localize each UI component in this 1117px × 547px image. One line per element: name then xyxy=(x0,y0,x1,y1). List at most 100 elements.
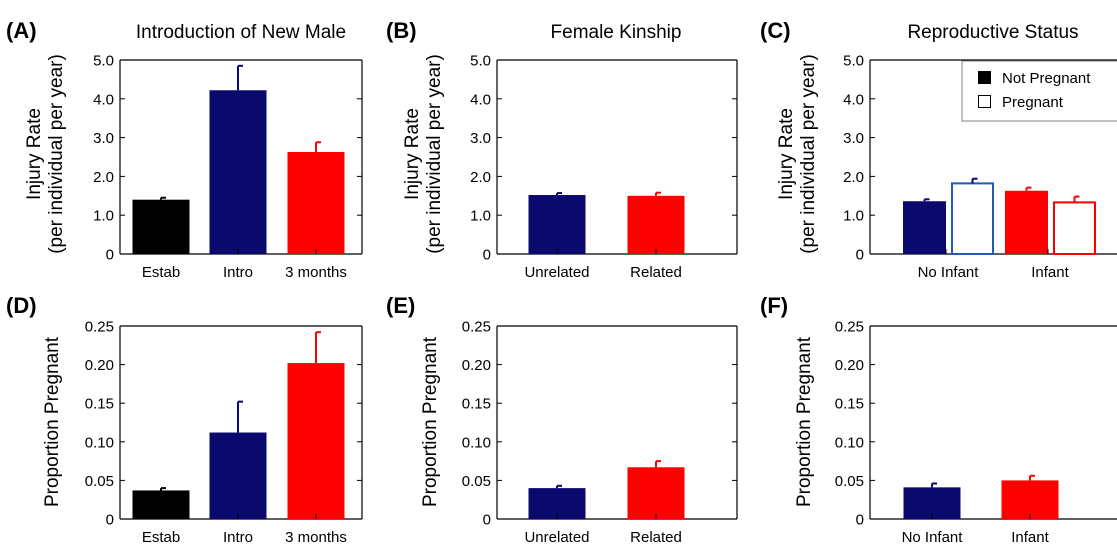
panel-c-title: Reproductive Status xyxy=(907,22,1078,43)
panel-d-ytick-label: 0.05 xyxy=(85,473,114,490)
panel-e-ytick-label: 0 xyxy=(483,512,491,529)
panel-d-ytick-label: 0.10 xyxy=(85,434,114,451)
legend-label-not-pregnant: Not Pregnant xyxy=(1002,70,1091,87)
legend-label-pregnant: Pregnant xyxy=(1002,94,1064,111)
panel-e-bar xyxy=(627,467,685,519)
panel-b-ytick-label: 0 xyxy=(483,247,491,264)
panel-c-bar xyxy=(1053,201,1096,255)
panel-e-ytick-label: 0.15 xyxy=(462,396,491,413)
panel-e-bar xyxy=(528,488,586,519)
legend: Not Pregnant Pregnant xyxy=(961,60,1117,122)
panel-b-ytick-label: 5.0 xyxy=(470,53,491,70)
panel-d-bar xyxy=(209,432,267,519)
panel-e-xtick-label: Related xyxy=(630,529,682,546)
panel-b-plot: 0 1.0 2.0 3.0 4.0 5.0 Unrelated Related xyxy=(470,53,738,281)
panel-letter-b: (B) xyxy=(386,18,417,43)
panel-f-ytick-label: 0.10 xyxy=(835,434,864,451)
panel-f-ytick-label: 0.05 xyxy=(835,473,864,490)
panel-d-ytick-label: 0.25 xyxy=(85,319,114,336)
panel-a: (A) Introduction of New Male Injury Rate… xyxy=(6,18,363,281)
panel-c-xtick-label: Infant xyxy=(1031,264,1069,281)
panel-a-plot: 0 1.0 2.0 3.0 4.0 5.0 Estab Intro 3 months xyxy=(93,53,363,281)
panel-b-xtick-label: Unrelated xyxy=(524,264,589,281)
panel-c-ytick-label: 1.0 xyxy=(843,208,864,225)
panel-f-ytick-label: 0 xyxy=(856,512,864,529)
panel-d-bar xyxy=(287,363,345,519)
panel-f-ytick-label: 0.25 xyxy=(835,319,864,336)
panel-f: (F) Proportion Pregnant 0 0.05 0.10 0.15 0.2… xyxy=(760,293,1117,546)
panel-c-bar xyxy=(1005,190,1048,254)
panel-c-ytick-label: 3.0 xyxy=(843,130,864,147)
panel-a-xtick-label: 3 months xyxy=(285,264,347,281)
panel-d-xtick-label: 3 months xyxy=(285,529,347,546)
panel-b-bar xyxy=(627,195,685,254)
panel-letter-e: (E) xyxy=(386,293,415,318)
panel-b-title: Female Kinship xyxy=(551,22,682,43)
panel-a-ytick-label: 0 xyxy=(106,247,114,264)
panel-f-xtick-label: Infant xyxy=(1011,529,1049,546)
panel-a-title: Introduction of New Male xyxy=(136,22,346,43)
panel-f-xtick-label: No Infant xyxy=(902,529,964,546)
panel-a-bar xyxy=(132,199,190,254)
panel-a-bar xyxy=(287,151,345,254)
panel-f-ylabel: Proportion Pregnant xyxy=(794,336,815,507)
panel-b-ylabel-line2: (per individual per year) xyxy=(424,54,445,254)
panel-e-ytick-label: 0.20 xyxy=(462,357,491,374)
panel-c-ylabel-line2: (per individual per year) xyxy=(798,54,819,254)
panel-f-ytick-label: 0.15 xyxy=(835,396,864,413)
panel-d: (D) Proportion Pregnant 0 0.05 0.10 0.15 0.2… xyxy=(6,293,363,546)
panel-e-ylabel: Proportion Pregnant xyxy=(420,336,441,507)
panel-d-xtick-label: Intro xyxy=(223,529,253,546)
panel-b-ytick-label: 4.0 xyxy=(470,91,491,108)
panel-letter-f: (F) xyxy=(760,293,788,318)
panel-a-ytick-label: 3.0 xyxy=(93,130,114,147)
panel-c-ytick-label: 2.0 xyxy=(843,169,864,186)
panel-a-xtick-label: Estab xyxy=(142,264,180,281)
panel-d-ylabel: Proportion Pregnant xyxy=(42,336,63,507)
panel-b-ytick-label: 1.0 xyxy=(470,208,491,225)
panel-c-plot: 0 1.0 2.0 3.0 4.0 5.0 No Infant Infant xyxy=(843,53,1117,281)
panel-letter-a: (A) xyxy=(6,18,37,43)
panel-c-bar xyxy=(951,182,994,255)
panel-a-ytick-label: 1.0 xyxy=(93,208,114,225)
panel-e-ytick-label: 0.25 xyxy=(462,319,491,336)
panel-b-xtick-label: Related xyxy=(630,264,682,281)
panel-d-ytick-label: 0 xyxy=(106,512,114,529)
panel-b-bar xyxy=(528,195,586,254)
panel-e-ytick-label: 0.10 xyxy=(462,434,491,451)
panel-c-xtick-label: No Infant xyxy=(918,264,980,281)
panel-b-ytick-label: 2.0 xyxy=(470,169,491,186)
panel-a-ylabel-line2: (per individual per year) xyxy=(46,54,67,254)
panel-f-bar xyxy=(1001,480,1059,519)
panel-a-ytick-label: 2.0 xyxy=(93,169,114,186)
panel-b: (B) Female Kinship Injury Rate (per indi… xyxy=(386,18,738,281)
panel-letter-c: (C) xyxy=(760,18,791,43)
panel-f-ytick-label: 0.20 xyxy=(835,357,864,374)
panel-a-bar xyxy=(209,90,267,254)
panel-a-xtick-label: Intro xyxy=(223,264,253,281)
panel-f-bar xyxy=(903,487,961,519)
panel-c-bar xyxy=(903,201,946,254)
panel-d-plot: 0 0.05 0.10 0.15 0.20 0.25 Estab Intro 3 months xyxy=(85,319,363,546)
panel-e-plot: 0 0.05 0.10 0.15 0.20 0.25 Unrelated Related xyxy=(462,319,738,546)
panel-c-ytick-label: 4.0 xyxy=(843,91,864,108)
legend-swatch-not-pregnant xyxy=(978,71,991,84)
panel-e-ytick-label: 0.05 xyxy=(462,473,491,490)
panel-e: (E) Proportion Pregnant 0 0.05 0.10 0.15 0.2… xyxy=(386,293,738,546)
panel-f-plot: 0 0.05 0.10 0.15 0.20 0.25 No Infant Infant xyxy=(835,319,1117,546)
panel-e-xtick-label: Unrelated xyxy=(524,529,589,546)
legend-swatch-pregnant xyxy=(978,95,991,108)
panel-a-ylabel-line1: Injury Rate xyxy=(24,108,45,200)
panel-c-ylabel-line1: Injury Rate xyxy=(776,108,797,200)
panel-b-ytick-label: 3.0 xyxy=(470,130,491,147)
panel-c-ytick-label: 5.0 xyxy=(843,53,864,70)
panel-d-ytick-label: 0.15 xyxy=(85,396,114,413)
panel-a-ytick-label: 4.0 xyxy=(93,91,114,108)
panel-b-ylabel-line1: Injury Rate xyxy=(402,108,423,200)
panel-c: (C) Reproductive Status Injury Rate (per… xyxy=(760,18,1117,281)
panel-d-ytick-label: 0.20 xyxy=(85,357,114,374)
panel-d-xtick-label: Estab xyxy=(142,529,180,546)
panel-c-ytick-label: 0 xyxy=(856,247,864,264)
panel-letter-d: (D) xyxy=(6,293,37,318)
